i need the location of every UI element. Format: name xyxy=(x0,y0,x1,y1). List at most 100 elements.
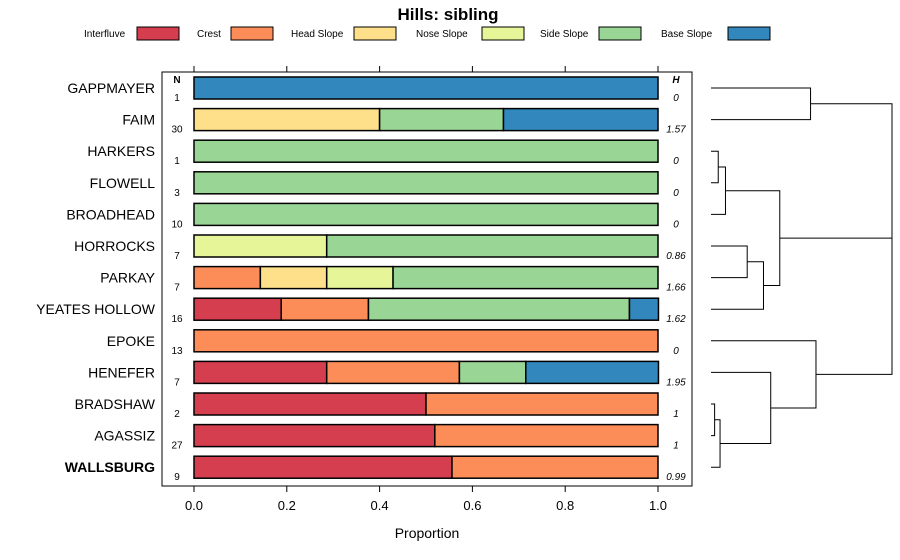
h-value-flowell: 0 xyxy=(673,188,679,199)
bar-horrocks-nose-slope xyxy=(193,234,328,258)
bar-broadhead-side-slope xyxy=(193,202,659,227)
bar-wallsburg-interfluve xyxy=(193,455,453,479)
row-label-flowell: FLOWELL xyxy=(90,175,156,191)
dendrogram-link-2 xyxy=(711,150,719,184)
legend-swatch-crest xyxy=(230,26,274,41)
legend-label-base-slope: Base Slope xyxy=(661,29,713,40)
bar-flowell-side-slope xyxy=(193,171,659,195)
legend-swatch-base-slope xyxy=(727,26,771,41)
bar-parkay-nose-slope xyxy=(325,265,394,290)
dendrogram-link-1 xyxy=(711,87,812,121)
h-value-parkay: 1.66 xyxy=(666,283,686,294)
bar-yeates-hollow-base-slope xyxy=(628,297,660,321)
row-label-bradshaw: BRADSHAW xyxy=(75,396,156,412)
dendrogram-link-11 xyxy=(711,340,817,409)
x-tick-label-0: 0.0 xyxy=(185,498,203,513)
bar-yeates-hollow-crest xyxy=(280,297,370,321)
legend: Interfluve Crest Head Slope Nose Slope Side … xyxy=(84,26,771,41)
x-tick-label-2: 0.4 xyxy=(371,498,389,513)
n-value-broadhead: 10 xyxy=(171,219,183,230)
row-label-faim: FAIM xyxy=(122,112,155,128)
bar-henefer-base-slope xyxy=(525,360,660,385)
h-value-agassiz: 1 xyxy=(673,441,679,452)
x-tick-label-1: 0.2 xyxy=(278,498,296,513)
bar-agassiz-crest xyxy=(434,423,659,448)
h-value-yeates-hollow: 1.62 xyxy=(666,314,686,325)
n-column-header: N xyxy=(173,75,180,86)
x-tick-label-5: 1.0 xyxy=(649,498,667,513)
n-value-agassiz: 27 xyxy=(171,441,183,452)
dendrogram xyxy=(711,87,893,468)
h-value-wallsburg: 0.99 xyxy=(666,472,686,483)
h-column-header: H xyxy=(672,75,680,86)
legend-label-interfluve: Interfluve xyxy=(84,29,126,40)
legend-label-head-slope: Head Slope xyxy=(291,29,344,40)
bar-bradshaw-interfluve xyxy=(193,392,427,416)
h-value-henefer: 1.95 xyxy=(666,377,686,388)
row-label-gappmayer: GAPPMAYER xyxy=(67,80,155,96)
row-label-yeates-hollow: YEATES HOLLOW xyxy=(36,301,156,317)
legend-swatch-interfluve xyxy=(136,26,180,41)
legend-swatch-nose-slope xyxy=(481,26,525,41)
bar-parkay-head-slope xyxy=(259,265,328,290)
chart-title: Hills: sibling xyxy=(397,5,498,24)
h-value-epoke: 0 xyxy=(673,346,679,357)
n-value-yeates-hollow: 16 xyxy=(171,314,183,325)
row-label-wallsburg: WALLSBURG xyxy=(65,459,155,475)
h-value-broadhead: 0 xyxy=(673,219,679,230)
row-label-agassiz: AGASSIZ xyxy=(94,428,155,444)
dendrogram-link-5 xyxy=(711,261,764,310)
h-value-bradshaw: 1 xyxy=(673,409,679,420)
dendrogram-link-4 xyxy=(711,245,748,279)
h-value-gappmayer: 0 xyxy=(673,93,679,104)
n-value-flowell: 3 xyxy=(174,188,180,199)
h-value-faim: 1.57 xyxy=(666,125,686,136)
dendrogram-link-9 xyxy=(711,419,721,468)
bar-faim-base-slope xyxy=(502,107,659,132)
n-value-bradshaw: 2 xyxy=(174,409,180,420)
bar-faim-side-slope xyxy=(378,107,505,132)
legend-swatch-head-slope xyxy=(353,26,397,41)
n-value-parkay: 7 xyxy=(174,283,180,294)
row-label-parkay: PARKAY xyxy=(100,270,155,286)
bar-henefer-crest xyxy=(325,360,461,385)
row-label-henefer: HENEFER xyxy=(88,364,155,380)
x-tick-label-3: 0.6 xyxy=(463,498,481,513)
x-tick-label-4: 0.8 xyxy=(556,498,574,513)
bar-agassiz-interfluve xyxy=(193,423,436,448)
x-axis-label: Proportion xyxy=(395,525,460,541)
bar-horrocks-side-slope xyxy=(325,234,659,258)
row-label-epoke: EPOKE xyxy=(107,333,155,349)
bar-yeates-hollow-side-slope xyxy=(367,297,631,321)
n-value-wallsburg: 9 xyxy=(174,472,180,483)
bar-parkay-crest xyxy=(193,265,262,290)
dendrogram-link-8 xyxy=(711,403,716,437)
n-value-harkers: 1 xyxy=(174,156,180,167)
legend-label-nose-slope: Nose Slope xyxy=(416,29,468,40)
dendrogram-link-12 xyxy=(815,170,893,375)
n-value-gappmayer: 1 xyxy=(174,93,180,104)
bar-henefer-interfluve xyxy=(193,360,328,385)
legend-label-side-slope: Side Slope xyxy=(540,29,589,40)
legend-swatch-side-slope xyxy=(598,26,642,41)
row-label-horrocks: HORROCKS xyxy=(74,238,155,254)
n-value-henefer: 7 xyxy=(174,377,180,388)
dendrogram-link-6 xyxy=(725,190,781,286)
row-label-harkers: HARKERS xyxy=(87,143,155,159)
bar-bradshaw-crest xyxy=(425,392,659,416)
n-value-horrocks: 7 xyxy=(174,251,180,262)
n-value-epoke: 13 xyxy=(171,346,183,357)
bar-faim-head-slope xyxy=(193,107,381,132)
plot-panel xyxy=(161,71,693,487)
bar-harkers-side-slope xyxy=(193,139,659,163)
legend-label-crest: Crest xyxy=(197,29,221,40)
x-axis: 0.0 0.2 0.4 0.6 0.8 1.0 xyxy=(185,66,667,513)
bar-wallsburg-crest xyxy=(451,455,659,479)
bar-gappmayer-base-slope xyxy=(193,76,659,100)
bars xyxy=(193,76,660,479)
row-label-broadhead: BROADHEAD xyxy=(66,206,155,222)
dendrogram-link-7 xyxy=(779,103,893,239)
h-value-horrocks: 0.86 xyxy=(666,251,686,262)
